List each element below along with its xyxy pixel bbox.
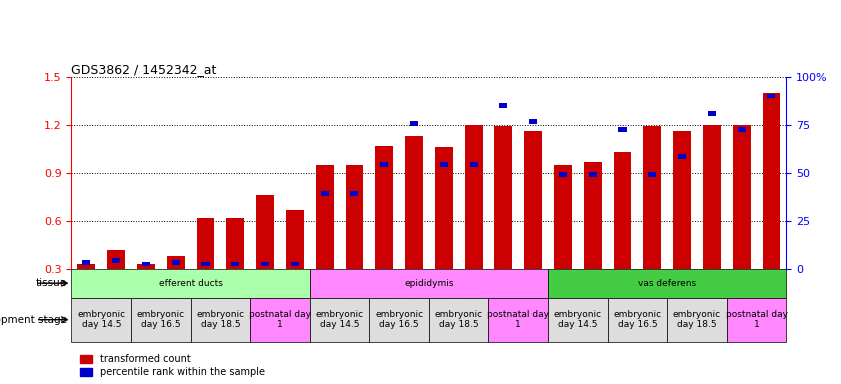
Text: GDS3862 / 1452342_at: GDS3862 / 1452342_at xyxy=(71,63,217,76)
Bar xyxy=(309,269,548,298)
Bar xyxy=(77,264,95,317)
Bar xyxy=(495,126,512,317)
Bar xyxy=(231,262,240,266)
Bar xyxy=(286,210,304,317)
Bar xyxy=(369,298,429,342)
Bar xyxy=(559,172,567,177)
Text: embryonic
day 16.5: embryonic day 16.5 xyxy=(613,310,662,329)
Bar xyxy=(464,125,483,317)
Text: postnatal day
1: postnatal day 1 xyxy=(487,310,549,329)
Bar xyxy=(315,165,334,317)
Bar xyxy=(320,191,329,196)
Bar xyxy=(107,250,125,317)
Text: embryonic
day 18.5: embryonic day 18.5 xyxy=(196,310,245,329)
Bar xyxy=(673,131,691,317)
Bar xyxy=(648,172,656,177)
Bar xyxy=(142,262,150,266)
Bar xyxy=(469,162,478,167)
Bar xyxy=(137,264,155,317)
Bar xyxy=(172,260,180,265)
Bar xyxy=(191,298,251,342)
Legend: transformed count, percentile rank within the sample: transformed count, percentile rank withi… xyxy=(77,351,268,381)
Bar xyxy=(197,218,214,317)
Bar xyxy=(529,119,537,124)
Bar xyxy=(548,298,607,342)
Bar xyxy=(763,93,780,317)
Bar xyxy=(738,127,746,132)
Bar xyxy=(554,165,572,317)
Bar xyxy=(524,131,542,317)
Bar xyxy=(733,125,750,317)
Bar xyxy=(291,262,299,266)
Bar xyxy=(346,165,363,317)
Text: embryonic
day 16.5: embryonic day 16.5 xyxy=(375,310,423,329)
Bar xyxy=(380,162,389,167)
Bar xyxy=(257,195,274,317)
Bar xyxy=(589,172,597,177)
Bar xyxy=(643,126,661,317)
Bar xyxy=(667,298,727,342)
Bar xyxy=(71,269,309,298)
Text: embryonic
day 16.5: embryonic day 16.5 xyxy=(137,310,185,329)
Bar xyxy=(489,298,548,342)
Bar xyxy=(167,256,185,317)
Bar xyxy=(703,125,721,317)
Bar xyxy=(584,162,601,317)
Bar xyxy=(440,162,447,167)
Bar xyxy=(500,103,507,108)
Bar xyxy=(618,127,627,132)
Bar xyxy=(678,154,686,159)
Bar xyxy=(351,191,358,196)
Text: epididymis: epididymis xyxy=(405,279,453,288)
Bar xyxy=(708,111,716,116)
Text: postnatal day
1: postnatal day 1 xyxy=(726,310,787,329)
Bar xyxy=(429,298,489,342)
Text: embryonic
day 14.5: embryonic day 14.5 xyxy=(315,310,363,329)
Bar xyxy=(727,298,786,342)
Text: postnatal day
1: postnatal day 1 xyxy=(249,310,311,329)
Text: vas deferens: vas deferens xyxy=(638,279,696,288)
Bar xyxy=(251,298,309,342)
Bar xyxy=(405,136,423,317)
Bar xyxy=(112,258,120,263)
Bar xyxy=(768,94,775,98)
Text: efferent ducts: efferent ducts xyxy=(159,279,223,288)
Text: embryonic
day 14.5: embryonic day 14.5 xyxy=(553,310,602,329)
Text: development stage: development stage xyxy=(0,314,67,325)
Text: embryonic
day 18.5: embryonic day 18.5 xyxy=(435,310,483,329)
Bar xyxy=(410,121,418,126)
Bar xyxy=(261,262,269,266)
Bar xyxy=(131,298,191,342)
Bar xyxy=(614,152,632,317)
Text: tissue: tissue xyxy=(36,278,67,288)
Bar xyxy=(435,147,452,317)
Bar xyxy=(375,146,393,317)
Text: embryonic
day 18.5: embryonic day 18.5 xyxy=(673,310,721,329)
Bar xyxy=(309,298,369,342)
Bar xyxy=(71,298,131,342)
Bar xyxy=(226,218,244,317)
Bar xyxy=(607,298,667,342)
Bar xyxy=(548,269,786,298)
Bar xyxy=(82,260,90,265)
Text: embryonic
day 14.5: embryonic day 14.5 xyxy=(77,310,125,329)
Bar xyxy=(202,262,209,266)
